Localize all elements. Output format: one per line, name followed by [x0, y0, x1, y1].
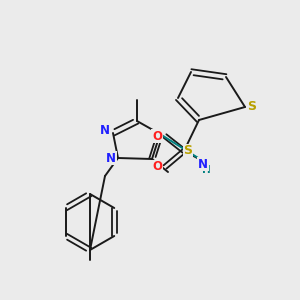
Text: N: N [100, 124, 110, 137]
Text: O: O [152, 160, 162, 173]
Text: S: S [248, 100, 256, 113]
Text: N: N [198, 158, 208, 170]
Text: O: O [152, 130, 162, 142]
Text: S: S [184, 145, 193, 158]
Text: H: H [202, 165, 210, 175]
Text: N: N [106, 152, 116, 164]
